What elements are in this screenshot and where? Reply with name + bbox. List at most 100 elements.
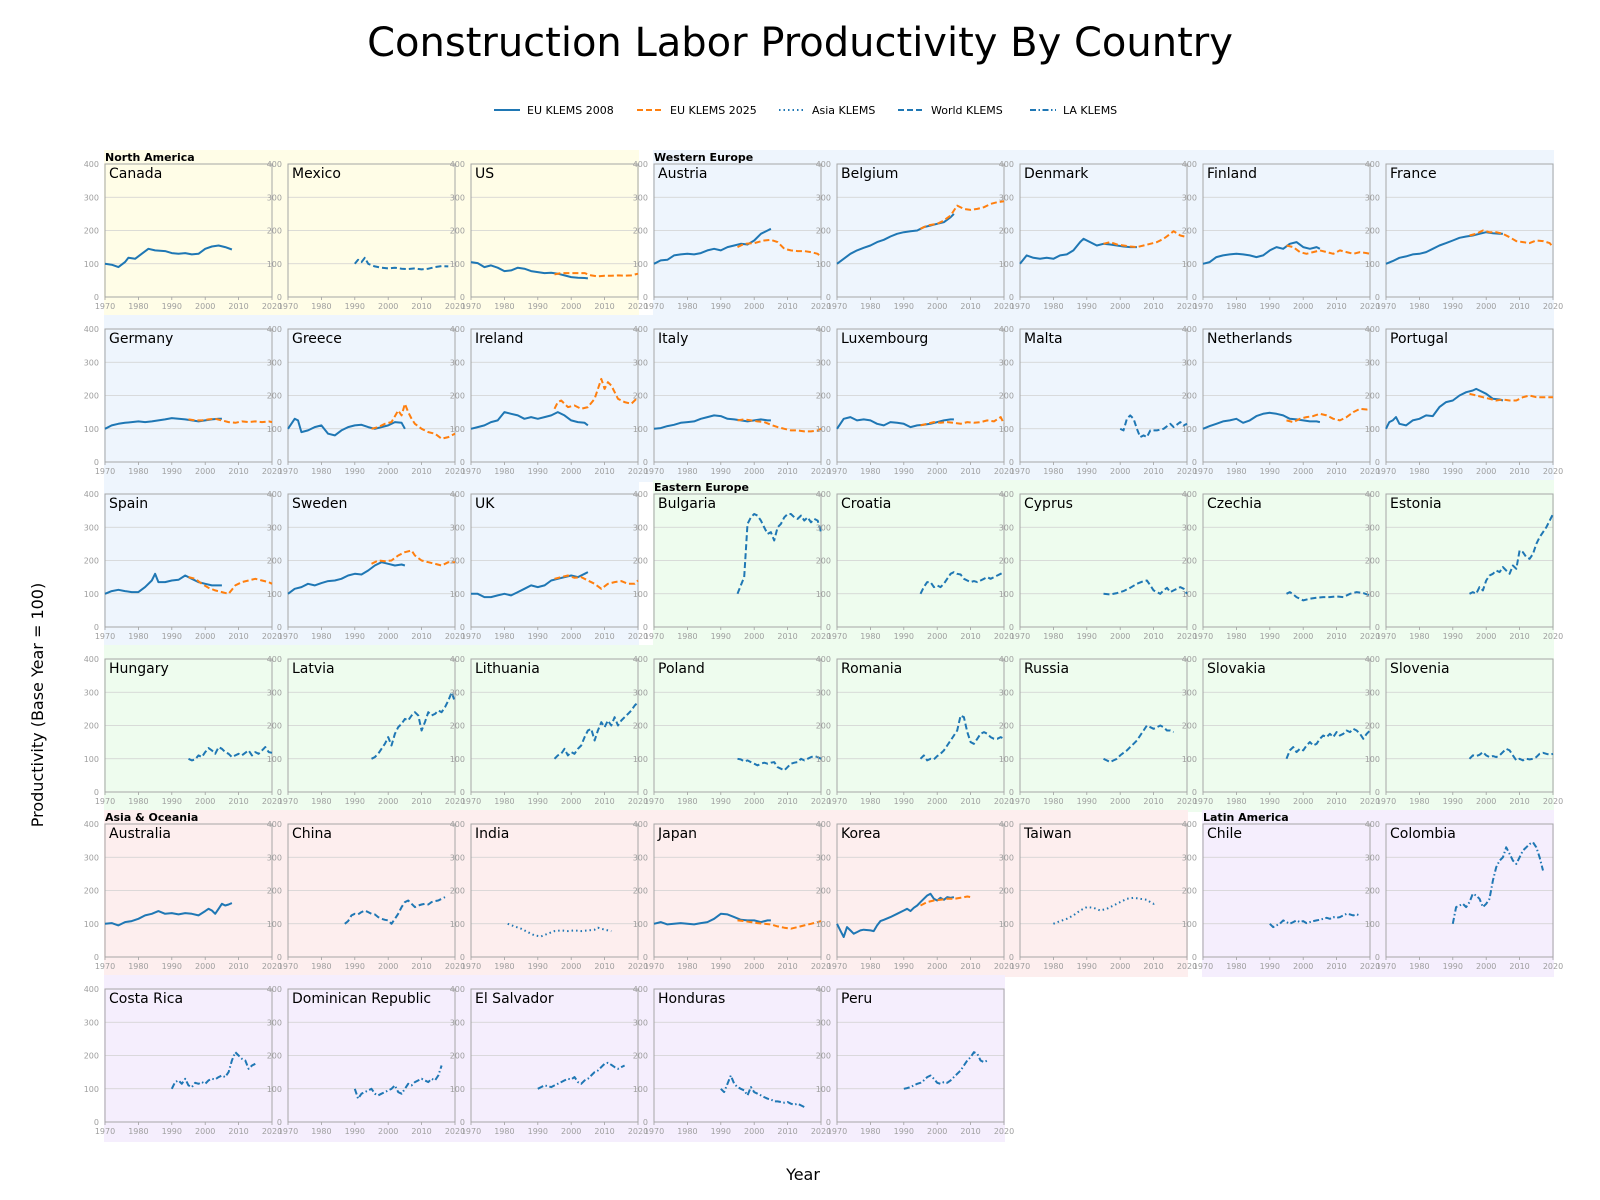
x-tick-label: 2010	[1143, 467, 1163, 476]
x-tick-label: 2020	[1177, 797, 1197, 806]
panel-frame	[287, 823, 456, 958]
y-tick-label: 200	[267, 227, 282, 236]
x-tick-label: 2000	[561, 962, 581, 971]
x-tick-label: 1970	[644, 962, 664, 971]
y-tick-label: 200	[450, 557, 465, 566]
panel-frame	[1202, 823, 1371, 958]
x-tick-label: 2000	[1293, 632, 1313, 641]
y-tick-label: 400	[1365, 820, 1380, 829]
x-tick-label: 2020	[1360, 632, 1380, 641]
x-tick-label: 1990	[162, 962, 182, 971]
x-tick-label: 2010	[777, 632, 797, 641]
x-tick-label: 2000	[1293, 797, 1313, 806]
y-tick-label: 200	[633, 227, 648, 236]
x-tick-label: 2010	[960, 632, 980, 641]
y-tick-label: 0	[94, 623, 99, 632]
x-tick-label: 2010	[228, 797, 248, 806]
x-tick-label: 1970	[461, 467, 481, 476]
x-tick-label: 2000	[378, 797, 398, 806]
x-tick-label: 1980	[1226, 632, 1246, 641]
y-tick-label: 400	[816, 820, 831, 829]
y-tick-label: 200	[999, 227, 1014, 236]
y-tick-label: 100	[999, 920, 1014, 929]
panel-title: Ireland	[475, 331, 523, 347]
y-tick-label: 300	[267, 193, 282, 202]
series-line-eu-klems-2025	[371, 402, 456, 440]
x-tick-label: 2000	[378, 632, 398, 641]
x-tick-label: 1990	[1443, 467, 1463, 476]
y-tick-label: 0	[1192, 458, 1197, 467]
panel-frame	[836, 493, 1005, 628]
x-tick-label: 2010	[228, 1127, 248, 1136]
x-tick-label: 1990	[1260, 962, 1280, 971]
series-line-world-klems	[1469, 513, 1554, 595]
y-tick-label: 200	[633, 722, 648, 731]
x-tick-label: 2010	[1143, 962, 1163, 971]
x-tick-label: 2010	[228, 632, 248, 641]
y-tick-label: 100	[1365, 590, 1380, 599]
y-tick-label: 400	[633, 325, 648, 334]
panel-frame	[104, 163, 273, 298]
y-tick-label: 0	[643, 623, 648, 632]
chart-title: Construction Labor Productivity By Count…	[367, 20, 1233, 66]
panel-title: Russia	[1024, 661, 1069, 677]
panel-frame	[836, 988, 1005, 1123]
y-tick-label: 400	[84, 325, 99, 334]
series-line-asia-klems	[507, 922, 612, 938]
region-label-western-europe: Western Europe	[654, 151, 753, 164]
y-tick-label: 0	[1375, 623, 1380, 632]
y-tick-label: 100	[816, 590, 831, 599]
y-tick-label: 0	[94, 788, 99, 797]
x-tick-label: 1970	[1010, 632, 1030, 641]
panel-title: Austria	[658, 166, 707, 182]
y-tick-label: 100	[84, 1085, 99, 1094]
legend-label: EU KLEMS 2025	[670, 104, 757, 117]
x-tick-label: 2010	[1326, 632, 1346, 641]
x-tick-label: 1970	[278, 302, 298, 311]
y-tick-label: 300	[267, 853, 282, 862]
panel-title: Denmark	[1024, 166, 1089, 182]
y-tick-label: 300	[84, 853, 99, 862]
x-tick-label: 1980	[494, 632, 514, 641]
series-line-eu-klems-2025	[371, 549, 455, 567]
y-tick-label: 100	[816, 425, 831, 434]
x-tick-label: 1980	[677, 467, 697, 476]
panel-estonia: 0 100 200 300 400 1970 1980 1990 2000 2010 2020 Est…	[1365, 490, 1563, 641]
y-tick-label: 100	[267, 1085, 282, 1094]
y-tick-label: 400	[1365, 325, 1380, 334]
x-tick-label: 1970	[644, 797, 664, 806]
legend-item-eu-klems-2025: EU KLEMS 2025	[637, 104, 757, 117]
panel-title: Slovenia	[1390, 661, 1450, 677]
panel-portugal: 0 100 200 300 400 1970 1980 1990 2000 2010 2020 Por…	[1365, 325, 1563, 476]
x-tick-label: 2000	[561, 467, 581, 476]
x-tick-label: 2000	[1476, 632, 1496, 641]
panel-frame	[1019, 658, 1188, 793]
x-tick-label: 2010	[960, 302, 980, 311]
series-line-eu-klems-2025	[1469, 392, 1553, 402]
panel-slovenia: 0 100 200 300 400 1970 1980 1990 2000 2010 2020 Slo…	[1365, 655, 1563, 806]
x-tick-label: 1990	[345, 302, 365, 311]
x-tick-label: 1980	[128, 467, 148, 476]
panel-frame	[287, 163, 456, 298]
x-tick-label: 2010	[411, 797, 431, 806]
x-tick-label: 1970	[278, 962, 298, 971]
x-tick-label: 2020	[994, 1127, 1014, 1136]
y-tick-label: 0	[1375, 953, 1380, 962]
x-tick-label: 1980	[1043, 467, 1063, 476]
panel-title: Honduras	[658, 991, 725, 1007]
y-tick-label: 0	[94, 293, 99, 302]
x-tick-label: 1990	[162, 302, 182, 311]
x-tick-label: 2010	[777, 962, 797, 971]
x-tick-label: 2000	[927, 797, 947, 806]
y-tick-label: 200	[267, 557, 282, 566]
x-tick-label: 1980	[1409, 962, 1429, 971]
series-line-world-klems	[919, 571, 1005, 595]
series-line-world-klems	[1119, 414, 1188, 439]
